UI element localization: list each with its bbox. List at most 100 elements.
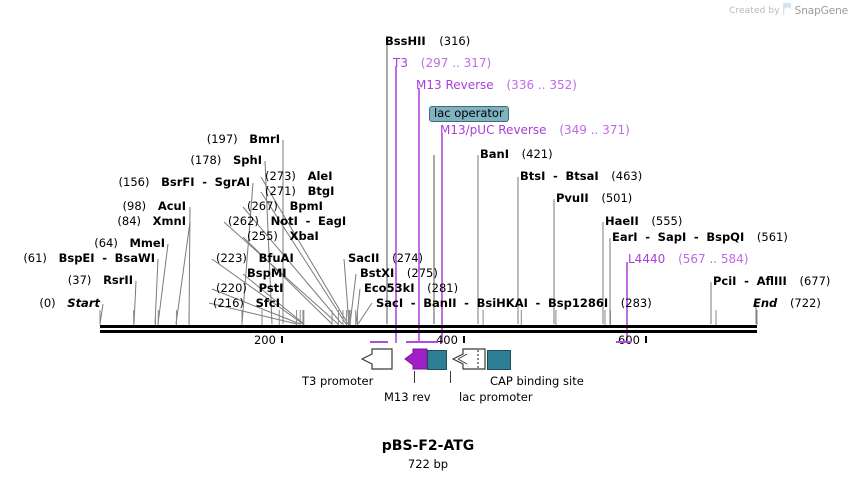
enzyme-name: BtsI xyxy=(520,169,546,183)
enzyme-name: BpmI xyxy=(289,199,323,213)
feature-glyph-lac-operator[interactable] xyxy=(427,350,447,370)
enzyme-position: (267) xyxy=(247,199,278,213)
primer-name: L4440 xyxy=(628,252,666,266)
enzyme-position: (223) xyxy=(216,251,247,265)
label-eari-sapi-bspqi[interactable]: EarI - SapI - BspQI (561) xyxy=(612,230,788,244)
label-alei[interactable]: (273) AleI xyxy=(265,170,333,182)
enzyme-name: BsiHKAI xyxy=(476,296,528,310)
feature-glyph-cap-binding-site[interactable] xyxy=(487,350,511,370)
primer-name: M13/pUC Reverse xyxy=(440,123,547,137)
enzyme-position: (178) xyxy=(190,153,222,167)
enzyme-name: EagI xyxy=(318,214,347,228)
feature-label-t3-promoter[interactable]: T3 promoter xyxy=(302,374,374,388)
label-primer-m13-reverse[interactable]: M13 Reverse (336 .. 352) xyxy=(416,79,577,91)
label-btsi-btsai[interactable]: BtsI - BtsaI (463) xyxy=(520,169,643,183)
enzyme-name: AcuI xyxy=(157,199,186,213)
primer-name: M13 Reverse xyxy=(416,78,494,92)
enzyme-position: (64) xyxy=(94,236,118,250)
label-sacii[interactable]: SacII (274) xyxy=(348,252,423,264)
enzyme-position: (283) xyxy=(620,296,652,310)
primer-range: (349 .. 371) xyxy=(559,123,630,137)
primer-bar-L4440-bar[interactable] xyxy=(615,341,632,343)
label-xbai[interactable]: (255) XbaI xyxy=(247,230,319,242)
sequence-backbone-top[interactable] xyxy=(100,325,757,328)
enzyme-name: XbaI xyxy=(289,229,319,243)
enzyme-name: MmeI xyxy=(129,236,165,250)
enzyme-position: (463) xyxy=(611,169,643,183)
enzyme-name: SacII xyxy=(348,251,380,265)
enzyme-position: (216) xyxy=(213,296,244,310)
label-primer-t3[interactable]: T3 (297 .. 317) xyxy=(393,57,491,69)
label-end[interactable]: End (722) xyxy=(753,297,821,309)
label-bpmi[interactable]: (267) BpmI xyxy=(247,200,323,212)
enzyme-position: (421) xyxy=(521,147,553,161)
primer-range: (336 .. 352) xyxy=(506,78,577,92)
ruler-tick-600 xyxy=(644,336,647,343)
enzyme-position: (281) xyxy=(427,281,459,295)
enzyme-name: AleI xyxy=(307,169,333,183)
label-lac-operator-pill[interactable]: lac operator xyxy=(429,102,509,122)
enzyme-position: (275) xyxy=(406,266,438,280)
terminus-label: End xyxy=(753,296,778,310)
label-haeii[interactable]: HaeII (555) xyxy=(605,215,682,227)
label-mmei[interactable]: (64) MmeI xyxy=(0,237,165,249)
feature-glyph-m13-rev[interactable] xyxy=(404,348,428,374)
primer-bar-M13pUCrev-bar[interactable] xyxy=(417,341,438,343)
sequence-backbone-bottom[interactable] xyxy=(100,330,757,333)
label-bfuai[interactable]: (223) BfuAI xyxy=(216,252,294,264)
enzyme-name: SfcI xyxy=(255,296,280,310)
label-bani[interactable]: BanI (421) xyxy=(480,148,553,160)
label-bsshii[interactable]: BssHII (316) xyxy=(385,35,470,47)
label-eco53ki[interactable]: Eco53kI (281) xyxy=(364,282,458,294)
label-primer-m13-puc-reverse[interactable]: M13/pUC Reverse (349 .. 371) xyxy=(440,124,630,136)
label-bspei-bsawi[interactable]: (61) BspEI - BsaWI xyxy=(23,251,155,265)
enzyme-name: SapI xyxy=(657,230,687,244)
plasmid-title: pBS-F2-ATG xyxy=(381,438,475,454)
feature-glyph-lac-promoter[interactable] xyxy=(451,348,486,374)
label-pvuii[interactable]: PvuII (501) xyxy=(556,192,632,204)
credit-brand: SnapGene xyxy=(794,4,848,17)
primer-bar-M13rev-bar[interactable] xyxy=(405,341,421,343)
feature-glyph-t3-promoter[interactable] xyxy=(360,348,393,374)
enzyme-position: (61) xyxy=(23,251,47,265)
feature-stem-m13-rev xyxy=(414,371,415,383)
label-pcii-afliii[interactable]: PciI - AflIII (677) xyxy=(713,274,831,288)
primer-bar-T3-bar[interactable] xyxy=(370,341,389,343)
primer-name: T3 xyxy=(393,56,408,70)
label-btgi[interactable]: (271) BtgI xyxy=(265,185,334,197)
enzyme-position: (255) xyxy=(247,229,278,243)
label-acui[interactable]: (98) AcuI xyxy=(0,200,186,212)
enzyme-name: AflIII xyxy=(756,274,787,288)
enzyme-name: BfuAI xyxy=(258,251,294,265)
enzyme-name: BspEI xyxy=(58,251,95,265)
label-bsrfi-sgrai[interactable]: (156) BsrFI - SgrAI xyxy=(118,175,250,189)
enzyme-position: (37) xyxy=(67,273,92,287)
feature-label-cap-binding-site[interactable]: CAP binding site xyxy=(490,374,584,388)
label-rsrii[interactable]: (37) RsrII xyxy=(0,274,133,286)
label-start[interactable]: (0) Start xyxy=(0,297,100,309)
enzyme-position: (98) xyxy=(122,199,147,213)
enzyme-name: BanII xyxy=(423,296,457,310)
label-noti-eagi[interactable]: (262) NotI - EagI xyxy=(228,214,347,228)
label-xmni[interactable]: (84) XmnI xyxy=(0,215,186,227)
feature-label-lac-promoter[interactable]: lac promoter xyxy=(459,390,533,404)
enzyme-position: (197) xyxy=(206,132,238,146)
enzyme-name: RsrII xyxy=(103,273,133,287)
enzyme-name: Eco53kI xyxy=(364,281,415,295)
label-sphi[interactable]: (178) SphI xyxy=(0,154,262,166)
enzyme-position: (274) xyxy=(392,251,424,265)
enzyme-position: (316) xyxy=(439,34,471,48)
label-bmri[interactable]: (197) BmrI xyxy=(0,133,280,145)
ruler-tick-label-600: 600 xyxy=(617,333,640,347)
feature-name: lac operator xyxy=(429,106,509,122)
label-bstxi[interactable]: BstXI (275) xyxy=(360,267,438,279)
label-saci-banii-bsihkai-bsp1286i[interactable]: SacI - BanII - BsiHKAI - Bsp1286I (283) xyxy=(376,296,652,310)
credit-prefix: Created by xyxy=(729,5,780,16)
feature-label-m13-rev[interactable]: M13 rev xyxy=(384,390,431,404)
label-bspmi[interactable]: BspMI xyxy=(247,267,287,279)
label-sfci[interactable]: (216) SfcI xyxy=(213,297,280,309)
label-psti[interactable]: (220) PstI xyxy=(216,282,283,294)
enzyme-position: (220) xyxy=(216,281,247,295)
label-primer-l4440[interactable]: L4440 (567 .. 584) xyxy=(628,253,749,265)
